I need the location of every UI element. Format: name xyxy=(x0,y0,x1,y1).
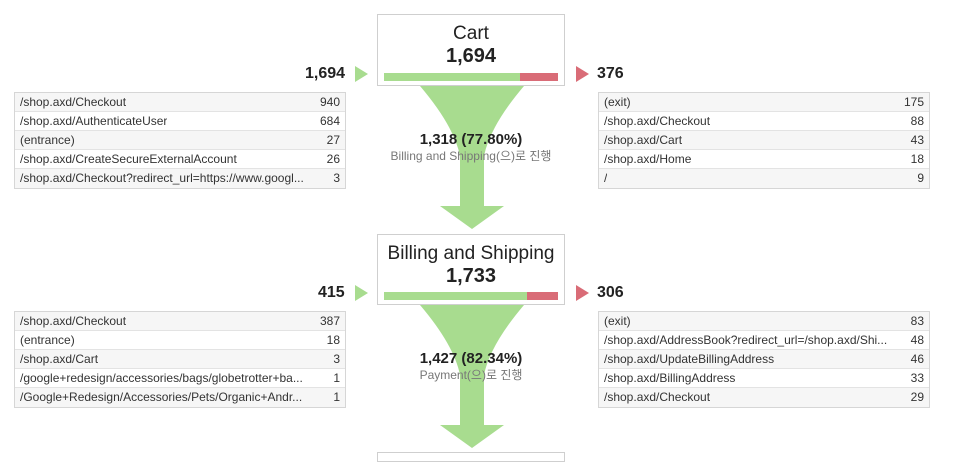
table-row[interactable]: /shop.axd/Checkout 88 xyxy=(599,112,929,131)
row-count: 1 xyxy=(333,371,340,385)
sources-table: /shop.axd/Checkout 387 (entrance) 18 /shop… xyxy=(14,311,346,408)
table-row[interactable]: /shop.axd/AuthenticateUser 684 xyxy=(15,112,345,131)
row-label: /shop.axd/AddressBook?redirect_url=/shop… xyxy=(604,333,888,347)
table-row[interactable]: /shop.axd/Cart 3 xyxy=(15,350,345,369)
sources-table: /shop.axd/Checkout 940 /shop.axd/Authenti… xyxy=(14,92,346,189)
row-count: 33 xyxy=(910,371,924,385)
table-row[interactable]: /shop.axd/Cart 43 xyxy=(599,131,929,150)
row-count: 26 xyxy=(326,152,340,166)
table-row[interactable]: /shop.axd/Checkout 29 xyxy=(599,388,929,407)
flow-count: 1,427 (82.34%) xyxy=(419,350,523,367)
table-row[interactable]: (exit) 175 xyxy=(599,93,929,112)
row-count: 9 xyxy=(917,171,924,185)
table-row[interactable]: /shop.axd/Checkout 940 xyxy=(15,93,345,112)
table-row[interactable]: /9 xyxy=(599,169,929,188)
row-label: /shop.axd/AuthenticateUser xyxy=(20,114,168,128)
exits-count: 306 xyxy=(597,284,624,301)
row-label: (entrance) xyxy=(20,333,75,347)
funnel-arrow-icon xyxy=(420,305,524,448)
destinations-table: (exit) 83 /shop.axd/AddressBook?redirect_… xyxy=(598,311,930,408)
table-row[interactable]: (exit) 83 xyxy=(599,312,929,331)
flow-count: 1,318 (77.80%) xyxy=(419,131,523,148)
row-count: 3 xyxy=(333,171,340,185)
step-title: Cart xyxy=(453,23,489,44)
step-progress-bar xyxy=(384,292,558,300)
step-progress-bar xyxy=(384,73,558,81)
flow-text: 1,427 (82.34%) Payment(으)로 진행 xyxy=(371,350,571,382)
row-count: 18 xyxy=(326,333,340,347)
row-count: 1 xyxy=(333,390,340,404)
table-row[interactable]: /shop.axd/CreateSecureExternalAccount 26 xyxy=(15,150,345,169)
table-row[interactable]: /google+redesign/accessories/bags/globet… xyxy=(15,369,345,388)
row-label: /shop.axd/CreateSecureExternalAccount xyxy=(20,152,237,166)
table-row[interactable]: /shop.axd/Checkout?redirect_url=https://… xyxy=(15,169,345,188)
flow-text: 1,318 (77.80%) Billing and Shipping(으)로 … xyxy=(371,131,571,163)
row-label: /shop.axd/Checkout xyxy=(20,95,127,109)
exits-count: 376 xyxy=(597,65,624,82)
row-label: /google+redesign/accessories/bags/globet… xyxy=(20,371,303,385)
exit-fill xyxy=(526,292,558,300)
progress-fill xyxy=(384,292,527,300)
row-label: /shop.axd/UpdateBillingAddress xyxy=(604,352,775,366)
step-value: 1,694 xyxy=(445,45,497,67)
row-count: 46 xyxy=(910,352,924,366)
table-row[interactable]: /shop.axd/Checkout 387 xyxy=(15,312,345,331)
entrance-arrow-icon xyxy=(355,285,368,301)
entrance-arrow-icon xyxy=(355,66,368,82)
row-count: 3 xyxy=(333,352,340,366)
table-row[interactable]: /shop.axd/Home 18 xyxy=(599,150,929,169)
step-title: Billing and Shipping xyxy=(387,243,555,264)
exit-fill xyxy=(519,73,558,81)
row-count: 684 xyxy=(319,114,340,128)
flow-description: Billing and Shipping(으)로 진행 xyxy=(390,149,552,163)
row-label: /shop.axd/Checkout xyxy=(20,314,127,328)
row-label: (exit) xyxy=(604,314,631,328)
table-row[interactable]: /shop.axd/AddressBook?redirect_url=/shop… xyxy=(599,331,929,350)
row-label: /shop.axd/Checkout?redirect_url=https://… xyxy=(20,171,304,185)
row-count: 27 xyxy=(326,133,340,147)
table-row[interactable]: (entrance) 27 xyxy=(15,131,345,150)
row-count: 175 xyxy=(903,95,924,109)
row-label: /Google+Redesign/Accessories/Pets/Organi… xyxy=(20,390,303,404)
row-label: /shop.axd/Checkout xyxy=(604,114,711,128)
row-label: (exit) xyxy=(604,95,631,109)
step-box-cart[interactable]: Cart 1,694 xyxy=(377,14,565,86)
destinations-table: (exit) 175 /shop.axd/Checkout 88 /shop.axd… xyxy=(598,92,930,189)
row-label: / xyxy=(604,171,608,185)
row-count: 88 xyxy=(910,114,924,128)
row-label: /shop.axd/Checkout xyxy=(604,390,711,404)
row-label: /shop.axd/Cart xyxy=(604,133,683,147)
flow-description: Payment(으)로 진행 xyxy=(419,368,523,382)
row-label: /shop.axd/BillingAddress xyxy=(604,371,736,385)
row-count: 48 xyxy=(910,333,924,347)
table-row[interactable]: (entrance) 18 xyxy=(15,331,345,350)
table-row[interactable]: /shop.axd/BillingAddress 33 xyxy=(599,369,929,388)
table-row[interactable]: /Google+Redesign/Accessories/Pets/Organi… xyxy=(15,388,345,407)
progress-fill xyxy=(384,73,520,81)
step-box-billing-shipping[interactable]: Billing and Shipping 1,733 xyxy=(377,234,565,305)
row-count: 43 xyxy=(910,133,924,147)
row-count: 940 xyxy=(319,95,340,109)
table-row[interactable]: /shop.axd/UpdateBillingAddress 46 xyxy=(599,350,929,369)
step-value: 1,733 xyxy=(445,265,497,287)
exit-arrow-icon xyxy=(576,66,589,82)
entrances-count: 1,694 xyxy=(305,65,346,82)
row-label: /shop.axd/Home xyxy=(604,152,692,166)
row-label: /shop.axd/Cart xyxy=(20,352,99,366)
row-count: 387 xyxy=(319,314,340,328)
row-count: 83 xyxy=(910,314,924,328)
funnel-arrow-icon xyxy=(420,86,524,229)
row-count: 29 xyxy=(910,390,924,404)
row-label: (entrance) xyxy=(20,133,75,147)
exit-arrow-icon xyxy=(576,285,589,301)
entrances-count: 415 xyxy=(318,284,345,301)
row-count: 18 xyxy=(910,152,924,166)
